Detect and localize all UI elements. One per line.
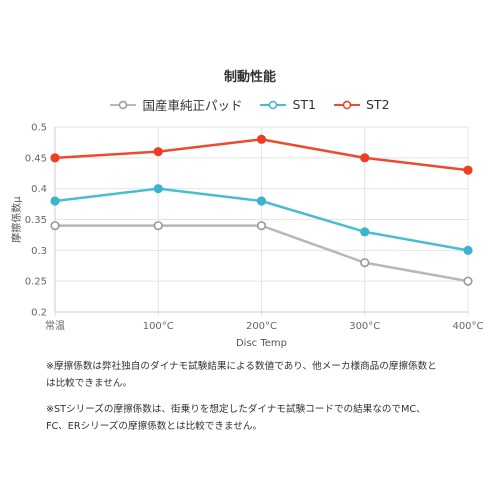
y-tick-label: 0.45 — [25, 153, 47, 164]
chart-legend: 国産車純正パッド ST1 ST2 — [0, 95, 500, 114]
x-tick-label: 200°C — [246, 321, 277, 332]
y-tick-label: 0.3 — [31, 246, 47, 257]
data-point-series-2 — [360, 153, 370, 163]
data-point-series-0 — [50, 221, 60, 231]
x-tick-label: 常温 — [45, 319, 65, 332]
data-point-series-2 — [463, 165, 473, 175]
y-tick-label: 0.2 — [31, 308, 47, 319]
y-tick-label: 0.4 — [31, 184, 47, 195]
legend-swatch-series-2 — [334, 100, 360, 109]
legend-item-series-0[interactable]: 国産車純正パッド — [110, 95, 242, 114]
footnotes: ※摩擦係数は弊社独自のダイナモ試験結果による数値であり、他メーカ様商品の摩擦係数… — [46, 358, 466, 444]
data-point-series-0 — [153, 221, 163, 231]
legend-swatch-series-0 — [110, 100, 137, 109]
data-point-series-1 — [50, 196, 60, 206]
footnote-1: ※摩擦係数は弊社独自のダイナモ試験結果による数値であり、他メーカ様商品の摩擦係数… — [46, 361, 437, 389]
legend-label-series-2: ST2 — [366, 97, 390, 112]
data-point-series-0 — [256, 221, 267, 231]
y-tick-label: 0.5 — [31, 123, 47, 134]
data-point-series-1 — [463, 245, 473, 255]
data-point-series-2 — [50, 153, 60, 163]
y-tick-label: 0.35 — [25, 215, 47, 226]
x-tick-label: 300°C — [349, 321, 380, 332]
data-point-series-1 — [153, 184, 163, 194]
y-axis-label: 摩擦係数μ — [10, 196, 23, 243]
x-tick-label: 100°C — [143, 321, 174, 332]
legend-label-series-0: 国産車純正パッド — [142, 98, 243, 113]
data-point-series-2 — [153, 147, 163, 157]
legend-item-series-1[interactable]: ST1 — [260, 97, 316, 112]
legend-swatch-series-1 — [260, 100, 287, 109]
chart-title: 制動性能 — [223, 70, 276, 85]
legend-item-series-2[interactable]: ST2 — [334, 97, 390, 112]
y-tick-label: 0.25 — [25, 277, 47, 288]
data-point-series-0 — [360, 258, 370, 268]
x-tick-label: 400°C — [452, 321, 483, 332]
legend-label-series-1: ST1 — [292, 97, 316, 112]
x-axis-label: Disc Temp — [236, 338, 287, 349]
footnote-2: ※STシリーズの摩擦係数は、街乗りを想定したダイナモ試験コードでの結果なのでMC… — [46, 404, 426, 432]
data-point-series-1 — [360, 227, 370, 237]
data-point-series-1 — [256, 196, 267, 206]
data-point-series-0 — [463, 276, 473, 286]
data-point-series-2 — [256, 134, 267, 144]
